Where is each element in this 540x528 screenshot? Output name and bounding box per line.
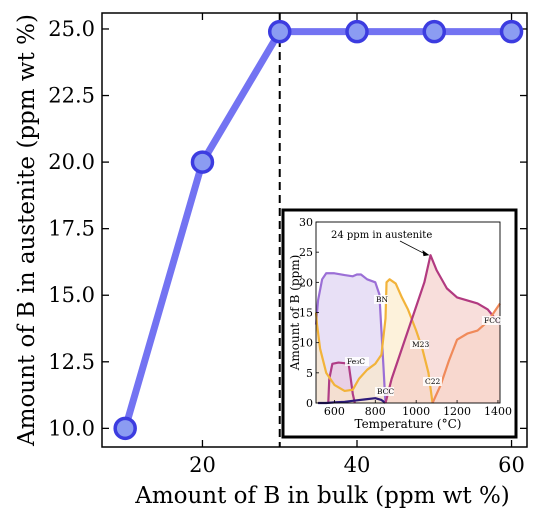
annotation-arrow-head: [422, 250, 430, 257]
inset-y-tick-label: 25: [299, 246, 313, 259]
x-tick-label: 40: [344, 453, 371, 477]
x-axis-label: Amount of B in bulk (ppm wt %): [134, 483, 510, 509]
inset-y-tick-label: 10: [299, 337, 313, 350]
y-axis-label: Amount of B in austenite (ppm wt %): [14, 14, 40, 447]
y-tick-label: 12.5: [48, 350, 95, 374]
main-plot: 10.0 12.5 15.0 17.5 20.0 22.5 25.0 20 40 60 Amount…: [14, 12, 528, 509]
inset-line-c22: [384, 254, 501, 404]
phase-label: M23: [412, 340, 429, 349]
data-point: [345, 19, 369, 44]
phase-label-bg: [375, 387, 394, 396]
phase-label-bg: [374, 295, 388, 304]
inset-x-tick-label: 800: [365, 405, 386, 418]
y-tick-label: 22.5: [48, 84, 95, 108]
x-tick-label: 20: [189, 453, 216, 477]
data-point: [267, 19, 292, 44]
inset-line-fcc: [431, 302, 501, 404]
phase-label: BN: [376, 295, 389, 304]
data-point: [113, 416, 137, 441]
data-point: [499, 19, 524, 44]
inset-y-tick-label: 30: [299, 216, 313, 229]
data-point: [422, 19, 447, 44]
series-line: [121, 28, 512, 430]
main-plot-frame: [101, 12, 528, 448]
inset-y-tick-label: 0: [306, 397, 313, 410]
phase-label-bg: [423, 377, 442, 386]
inset-plot: 0 5 10 15 20 25 30 600 800 1000 1200 1400 Temperatur…: [281, 208, 518, 439]
inset-x-tick-label: 1400: [484, 405, 512, 418]
inset-x-tick-label: 1200: [443, 405, 471, 418]
x-tick-label: 60: [498, 453, 525, 477]
inset-y-tick-label: 15: [299, 307, 313, 320]
inset-y-axis-label: Amount of B (ppm): [288, 255, 302, 372]
phase-label: BCC: [377, 387, 394, 396]
phase-label: Fe₃C: [347, 357, 365, 366]
inset-annotation: 24 ppm in austenite: [331, 230, 432, 241]
inset-x-tick-label: 600: [324, 405, 345, 418]
inset-x-tick-label: 1000: [402, 405, 430, 418]
y-tick-label: 10.0: [48, 416, 95, 440]
phase-label: C22: [425, 377, 441, 386]
annotation-arrow-line: [399, 240, 426, 255]
y-tick-label: 15.0: [48, 283, 95, 307]
inset-area-fcc: [432, 303, 500, 403]
phase-label-bg: [410, 340, 429, 349]
phase-label-bg: [482, 316, 501, 325]
inset-y-tick-label: 20: [299, 276, 313, 289]
y-tick-label: 17.5: [48, 217, 95, 241]
phase-label: FCC: [484, 316, 501, 325]
inset-line-m23: [314, 278, 434, 404]
y-tick-label: 20.0: [48, 150, 95, 174]
data-point: [190, 150, 215, 174]
y-tick-label: 25.0: [48, 17, 95, 41]
inset-y-tick-label: 5: [306, 367, 313, 380]
inset-x-axis-label: Temperature (°C): [355, 417, 462, 431]
phase-label-bg: [345, 357, 369, 366]
